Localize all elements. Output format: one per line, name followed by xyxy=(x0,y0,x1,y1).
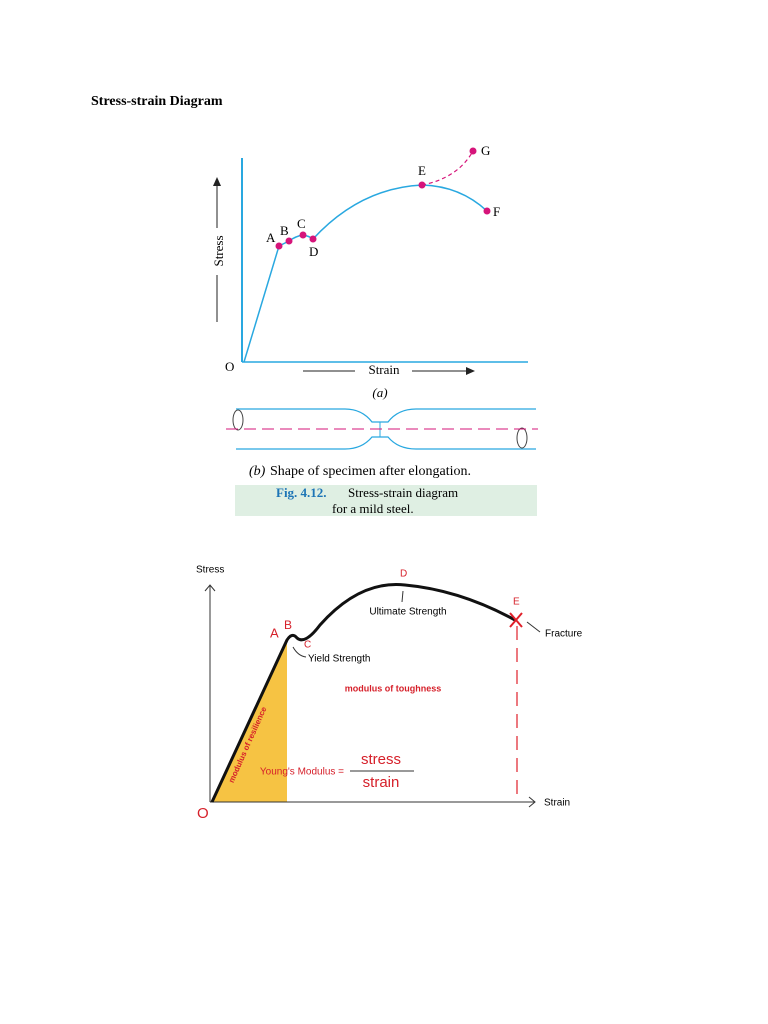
point-label: A xyxy=(266,230,276,245)
point-label: D xyxy=(400,569,407,580)
curve xyxy=(243,184,488,363)
caption-text: for a mild steel. xyxy=(332,501,414,516)
caption-box xyxy=(235,485,537,516)
annotation: Yield Strength xyxy=(308,654,370,665)
caption-number: Fig. 4.12. xyxy=(276,485,327,500)
fracture-mark xyxy=(509,612,523,628)
arrow-head xyxy=(213,177,221,186)
point-label: B xyxy=(280,223,289,238)
specimen-caption: Shape of specimen after elongation. xyxy=(270,464,471,479)
leader xyxy=(292,646,307,658)
point-label: E xyxy=(418,163,426,178)
annotation: Fracture xyxy=(545,629,583,640)
formula-numerator: stress xyxy=(361,751,401,768)
point-label: B xyxy=(284,618,292,632)
arrow-head xyxy=(466,367,475,375)
y-axis-label: Stress xyxy=(211,235,226,266)
dashed-curve xyxy=(421,150,474,186)
point-label: C xyxy=(304,640,311,651)
curve xyxy=(210,583,516,803)
leader xyxy=(526,621,541,633)
point-label: C xyxy=(297,216,306,231)
figure-a: A B C D E F G O Stress Strain (a) (b) Sh… xyxy=(211,143,538,516)
sublabel: (a) xyxy=(372,385,387,400)
arrow-head xyxy=(528,796,536,808)
point-label: F xyxy=(493,204,500,219)
annotation: modulus of toughness xyxy=(345,683,442,693)
x-axis-label: Strain xyxy=(544,798,570,809)
y-axis-label: Stress xyxy=(196,565,224,576)
caption-text: Stress-strain diagram xyxy=(348,485,458,500)
leader xyxy=(401,590,404,603)
point-label: A xyxy=(270,625,279,640)
specimen-end xyxy=(516,427,528,449)
figure-b: Stress Strain O A B C D E Ultimate Stren… xyxy=(196,565,583,822)
formula-denominator: strain xyxy=(363,774,400,791)
formula-label: Young's Modulus = xyxy=(260,767,344,778)
specimen-tag: (b) xyxy=(249,464,266,479)
specimen-end xyxy=(232,409,244,431)
point-labels: A B C D E F G O xyxy=(225,143,500,374)
origin-label: O xyxy=(225,359,234,374)
point-label: G xyxy=(481,143,490,158)
point-label: D xyxy=(309,244,318,259)
arrow-head xyxy=(204,584,216,592)
heading: Stress-strain Diagram xyxy=(91,94,223,109)
origin-label: O xyxy=(197,805,209,822)
point-label: E xyxy=(513,597,520,608)
x-axis-label: Strain xyxy=(368,362,400,377)
points xyxy=(275,147,491,250)
annotation: Ultimate Strength xyxy=(369,607,446,618)
